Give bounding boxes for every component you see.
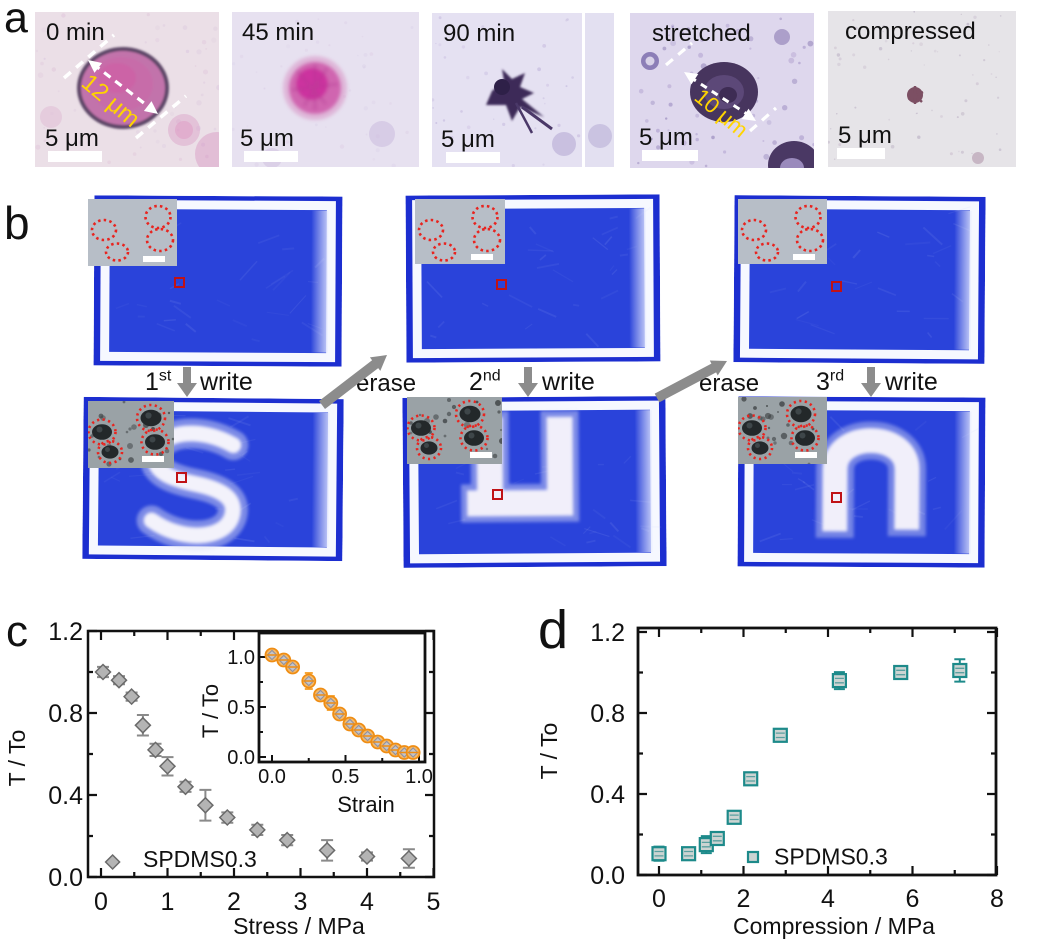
svg-text:0.5: 0.5 [227, 697, 255, 719]
svg-text:Strain: Strain [337, 792, 394, 817]
svg-text:2: 2 [227, 888, 241, 916]
svg-text:0.0: 0.0 [590, 862, 625, 890]
svg-text:2: 2 [737, 885, 751, 913]
svg-text:5: 5 [427, 888, 441, 916]
svg-text:0: 0 [652, 885, 666, 913]
svg-text:3: 3 [294, 888, 308, 916]
svg-text:0.8: 0.8 [48, 700, 83, 728]
svg-text:5 μm: 5 μm [240, 125, 294, 152]
svg-text:0 min: 0 min [46, 19, 105, 46]
svg-text:T / To: T / To [4, 730, 30, 787]
svg-text:1: 1 [161, 888, 175, 916]
svg-text:4: 4 [360, 888, 374, 916]
svg-text:1.0: 1.0 [405, 766, 433, 788]
svg-text:4: 4 [821, 885, 835, 913]
svg-text:0.4: 0.4 [590, 781, 625, 809]
svg-text:compressed: compressed [845, 18, 976, 45]
svg-text:5 μm: 5 μm [441, 126, 495, 153]
svg-text:stretched: stretched [652, 20, 751, 47]
svg-text:1.2: 1.2 [48, 618, 83, 646]
svg-text:0.0: 0.0 [48, 864, 83, 892]
svg-text:0.8: 0.8 [590, 700, 625, 728]
svg-text:Compression / MPa: Compression / MPa [733, 913, 935, 939]
svg-text:5 μm: 5 μm [838, 122, 892, 149]
svg-text:Stress / MPa: Stress / MPa [233, 913, 365, 939]
svg-text:0: 0 [94, 888, 108, 916]
svg-text:0.5: 0.5 [332, 766, 360, 788]
svg-text:0.4: 0.4 [48, 782, 83, 810]
svg-text:90 min: 90 min [443, 20, 515, 47]
svg-text:5 μm: 5 μm [639, 124, 693, 151]
svg-text:0.0: 0.0 [227, 747, 255, 769]
svg-text:45 min: 45 min [242, 19, 314, 46]
svg-text:1.0: 1.0 [227, 647, 255, 669]
svg-text:0.0: 0.0 [258, 766, 286, 788]
svg-text:SPDMS0.3: SPDMS0.3 [774, 844, 888, 870]
svg-text:T / To: T / To [536, 723, 562, 780]
svg-text:6: 6 [906, 885, 920, 913]
svg-text:SPDMS0.3: SPDMS0.3 [143, 846, 257, 872]
svg-text:8: 8 [990, 885, 1004, 913]
svg-text:5 μm: 5 μm [45, 125, 99, 152]
svg-text:T / To: T / To [198, 684, 223, 738]
svg-text:1.2: 1.2 [590, 619, 625, 647]
